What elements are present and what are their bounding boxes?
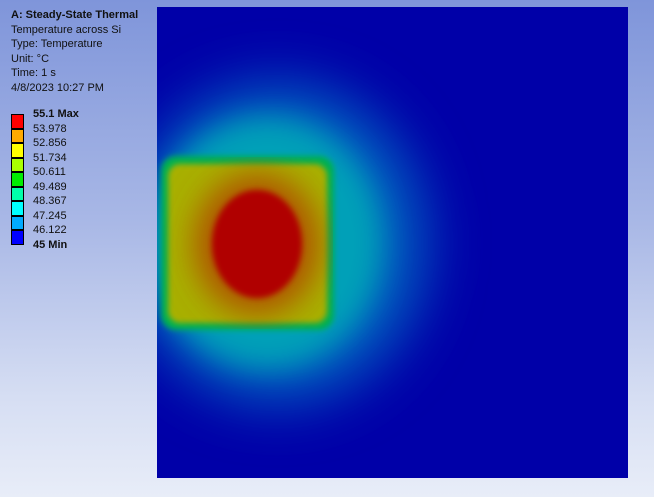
result-unit: Unit: °C [11,52,50,65]
hotspot [212,190,302,298]
result-info: A: Steady-State Thermal Temperature acro… [11,8,138,95]
legend-band [11,157,24,172]
legend-band [11,215,24,230]
legend-band [11,143,24,158]
legend-min-label: 45 Min [33,238,68,251]
legend-band [11,186,24,201]
result-time: Time: 1 s [11,67,56,79]
legend-band [11,128,24,143]
legend-level-label: 52.856 [33,137,67,149]
legend-max-label: 55.1 Max [33,108,79,120]
result-timestamp: 4/8/2023 10:27 PM [11,81,104,94]
legend-level-label: 51.734 [33,151,67,164]
legend-level-label: 53.978 [33,122,67,135]
result-type: Type: Temperature [11,38,103,50]
analysis-title: A: Steady-State Thermal [11,9,139,21]
temperature-contour-plot[interactable] [157,7,628,478]
legend-band [11,230,24,245]
legend-band [11,114,24,129]
legend-band [11,201,24,216]
legend-level-label: 50.611 [33,166,66,178]
result-subtitle: Temperature across Si [11,23,122,36]
legend-band [11,172,24,187]
legend-level-label: 46.122 [33,224,67,236]
legend-level-label: 48.367 [33,195,67,207]
legend-level-label: 47.245 [33,209,67,222]
legend-level-label: 49.489 [33,180,67,193]
